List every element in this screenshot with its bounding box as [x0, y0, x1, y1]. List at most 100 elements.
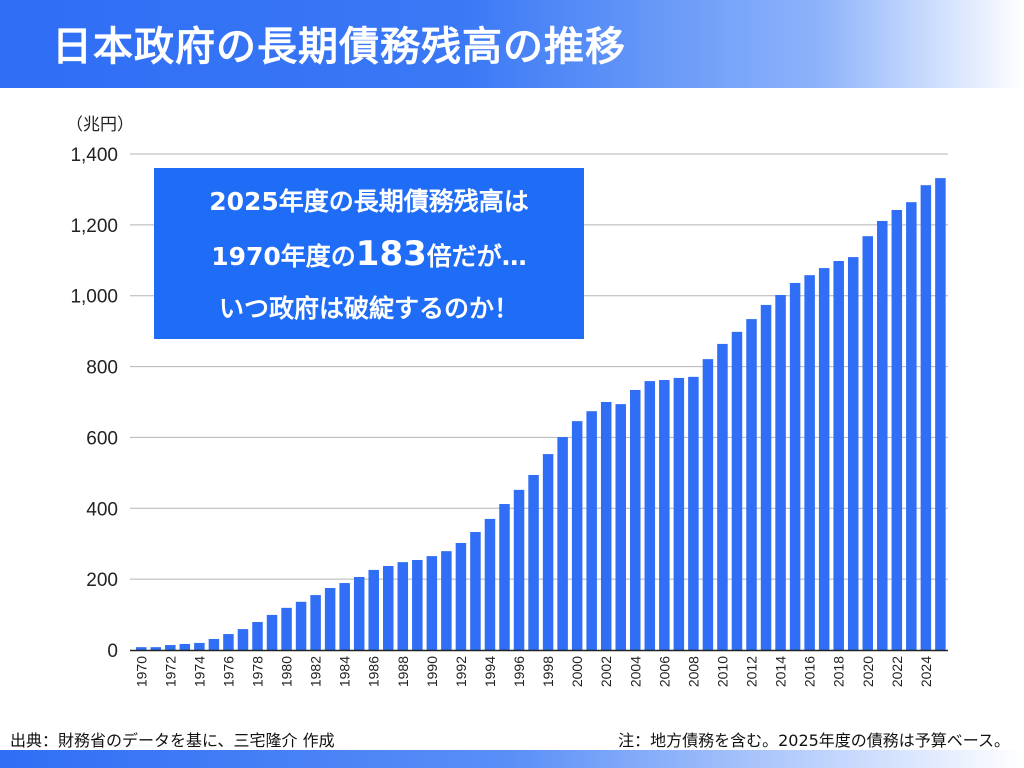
x-tick-label: 2022 — [889, 656, 905, 687]
y-tick-label: 200 — [86, 570, 118, 591]
bar-2012 — [746, 319, 757, 650]
bar-1991 — [441, 551, 452, 650]
y-tick-label: 1,000 — [70, 287, 118, 308]
callout-box: 2025年度の長期債務残高は 1970年度の183倍だが… いつ政府は破綻するの… — [154, 168, 584, 339]
bar-1993 — [470, 532, 481, 650]
x-tick-label: 2010 — [714, 656, 730, 687]
x-tick-label: 2024 — [918, 656, 934, 687]
x-tick-label: 2002 — [598, 656, 614, 687]
x-tick-label: 2018 — [831, 656, 847, 687]
bar-2013 — [760, 304, 772, 650]
bar-1992 — [455, 543, 467, 650]
bar-1998 — [542, 454, 554, 650]
bar-2021 — [877, 220, 888, 650]
bar-2014 — [775, 295, 786, 650]
x-tick-label: 1986 — [366, 656, 382, 687]
source-note: 出典：財務省のデータを基に、三宅隆介 作成 — [10, 731, 335, 750]
callout-line-2-pre: 1970年度の — [211, 242, 356, 271]
y-tick-label: 1,200 — [70, 216, 118, 237]
bar-1974 — [194, 642, 205, 650]
bar-1986 — [368, 569, 379, 650]
x-tick-label: 2016 — [802, 656, 818, 687]
bar-1988 — [397, 562, 409, 650]
x-tick-label: 1988 — [395, 656, 411, 687]
bar-1982 — [310, 595, 321, 650]
callout-line-1: 2025年度の長期債務残高は — [209, 187, 529, 216]
bar-2017 — [818, 268, 830, 650]
bar-2023 — [906, 202, 917, 650]
bar-2019 — [847, 257, 859, 650]
bar-2007 — [673, 377, 685, 650]
bar-1981 — [295, 601, 307, 650]
bar-1975 — [208, 639, 220, 650]
bar-1985 — [353, 577, 365, 650]
x-tick-label: 1984 — [337, 656, 353, 687]
y-tick-label: 600 — [86, 428, 118, 449]
y-tick-label: 400 — [86, 499, 118, 520]
x-tick-label: 2004 — [627, 656, 643, 687]
bar-1977 — [237, 629, 249, 650]
x-tick-label: 1998 — [540, 656, 556, 687]
x-tick-label: 1970 — [133, 656, 149, 687]
x-tick-label: 1976 — [220, 656, 236, 687]
bar-1995 — [499, 504, 510, 650]
bar-2009 — [702, 359, 714, 650]
bar-2001 — [586, 411, 597, 650]
bar-1972 — [165, 645, 176, 650]
x-tick-label: 1978 — [249, 656, 265, 687]
footer-bar — [0, 750, 1024, 768]
footnote: 注：地方債務を含む。2025年度の債務は予算ベース。 — [618, 731, 1010, 750]
bar-2011 — [731, 331, 743, 650]
bar-1989 — [412, 560, 423, 650]
header-bar: 日本政府の長期債務残高の推移 — [0, 0, 1024, 88]
bar-1970 — [136, 647, 147, 650]
x-tick-label: 1974 — [191, 656, 207, 687]
bar-1983 — [324, 588, 336, 650]
bar-2002 — [600, 402, 612, 650]
x-tick-label: 2014 — [773, 656, 789, 687]
bar-2006 — [659, 380, 670, 650]
x-tick-label: 2012 — [744, 656, 760, 687]
bar-1978 — [252, 622, 263, 650]
x-tick-label: 2008 — [685, 656, 701, 687]
x-tick-label: 1996 — [511, 656, 527, 687]
x-tick-label: 2006 — [656, 656, 672, 687]
x-tick-label: 1982 — [308, 656, 324, 687]
callout-multiplier: 183 — [355, 234, 427, 274]
x-tick-label: 1994 — [482, 656, 498, 687]
y-tick-label: 1,400 — [70, 145, 118, 166]
bar-1980 — [281, 607, 292, 650]
bar-2016 — [804, 275, 815, 650]
bar-1997 — [528, 474, 539, 650]
bar-2015 — [789, 282, 801, 650]
bar-2003 — [615, 404, 626, 650]
y-tick-label: 0 — [107, 641, 118, 662]
x-tick-label: 1990 — [424, 656, 440, 687]
bar-2005 — [644, 381, 656, 650]
bar-2022 — [891, 209, 903, 650]
y-axis-unit-label: （兆円） — [66, 115, 134, 135]
y-tick-label: 800 — [86, 358, 118, 379]
bar-2008 — [688, 376, 699, 650]
callout-line-2-post: 倍だが… — [426, 242, 527, 271]
bar-2024 — [920, 185, 932, 651]
bar-1999 — [557, 437, 568, 650]
bar-2000 — [571, 421, 583, 650]
x-tick-label: 1992 — [453, 656, 469, 687]
bar-2018 — [833, 260, 844, 650]
callout-line-3: いつ政府は破綻するのか！ — [218, 294, 519, 323]
bar-1994 — [484, 518, 496, 650]
bar-2004 — [630, 389, 641, 650]
x-tick-label: 1980 — [279, 656, 295, 687]
x-tick-label: 1972 — [162, 656, 178, 687]
x-tick-label: 2020 — [860, 656, 876, 687]
callout-line-2: 1970年度の183倍だが… — [154, 228, 584, 283]
bar-1996 — [513, 489, 525, 650]
bar-1976 — [223, 634, 234, 650]
bar-1971 — [150, 647, 162, 650]
bar-1987 — [383, 566, 394, 650]
bar-1979 — [266, 614, 278, 650]
bar-1990 — [426, 556, 438, 650]
page-title: 日本政府の長期債務残高の推移 — [52, 24, 626, 70]
